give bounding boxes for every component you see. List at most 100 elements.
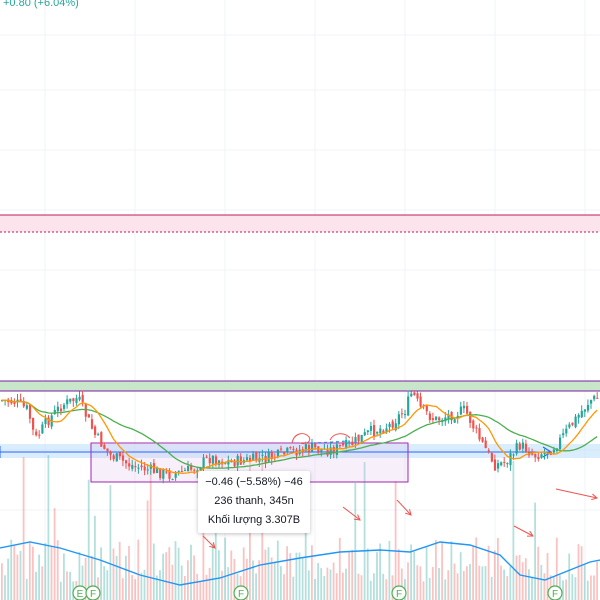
candle-body	[568, 424, 571, 428]
volume-bar	[456, 573, 459, 600]
volume-bar	[165, 552, 168, 600]
volume-bar	[574, 577, 577, 600]
candle-body	[469, 411, 472, 423]
candle-body	[205, 456, 208, 458]
candle-body	[162, 469, 165, 479]
volume-bar	[363, 462, 366, 600]
hand-drawn-annotations	[291, 433, 351, 444]
volume-bar	[419, 566, 422, 600]
candle-body	[32, 417, 35, 430]
candle-body	[431, 418, 435, 420]
volume-bar	[512, 460, 515, 600]
volume-bar	[500, 565, 502, 600]
volume-bar	[267, 547, 270, 600]
volume-bar	[515, 555, 518, 600]
volume-bar	[562, 580, 564, 600]
candle-body	[515, 443, 518, 454]
volume-bar	[580, 546, 583, 600]
red-arrow-head-icon	[209, 542, 216, 549]
volume-bar	[211, 543, 214, 600]
candle-body	[156, 468, 159, 474]
volume-bar	[537, 546, 540, 600]
volume-bar	[187, 560, 189, 600]
volume-bar	[323, 575, 326, 600]
candle-body	[233, 460, 236, 467]
event-marker-label: F	[238, 589, 244, 600]
candle-body	[261, 454, 264, 456]
volume-bar	[146, 500, 149, 600]
volume-bar	[38, 554, 40, 600]
volume-bar	[221, 570, 223, 600]
candle-body	[590, 400, 593, 404]
volume-bar	[156, 575, 158, 600]
volume-bar	[199, 581, 202, 600]
candle-body	[109, 452, 112, 455]
volume-bar	[379, 543, 381, 600]
candle-body	[537, 456, 540, 459]
volume-bar	[484, 566, 487, 600]
candle-body	[503, 461, 506, 463]
candle-body	[267, 452, 270, 462]
candle-body	[311, 443, 314, 452]
candle-body	[301, 449, 304, 451]
volume-bar	[171, 564, 174, 600]
candle-body	[193, 469, 196, 471]
volume-bar	[134, 579, 137, 600]
candle-body	[534, 454, 537, 458]
event-marker-circle-icon	[391, 585, 407, 600]
volume-bar	[357, 573, 360, 600]
candle-body	[320, 448, 323, 452]
candle-body	[369, 426, 373, 431]
volume-bar	[531, 576, 533, 600]
candle-body	[357, 434, 360, 442]
candle-body	[577, 414, 580, 418]
volume-bar	[447, 570, 450, 600]
candle-body	[180, 471, 183, 473]
volume-bar	[59, 581, 62, 600]
measure-volume-text: Khối lượng 3.307B	[207, 514, 301, 526]
candle-body	[118, 452, 121, 457]
volume-bar	[438, 568, 440, 600]
top-zone	[0, 381, 600, 391]
candle-body	[38, 434, 41, 436]
volume-bar	[444, 579, 447, 600]
candle-body	[521, 442, 524, 449]
candle-body	[252, 453, 255, 461]
volume-bar	[53, 508, 56, 600]
candle-body	[363, 432, 366, 436]
volume-bar	[252, 560, 254, 600]
candle-body	[81, 395, 84, 403]
candle-body	[199, 467, 202, 470]
candle-body	[103, 444, 106, 449]
event-marker-circle-icon	[85, 585, 101, 600]
candle-body	[115, 453, 118, 462]
volume-bar	[503, 569, 505, 600]
volume-bar	[50, 545, 53, 600]
candle-body	[419, 396, 422, 407]
candle-body	[25, 405, 28, 409]
candle-body	[134, 466, 137, 468]
volume-bar	[416, 565, 419, 600]
candle-body	[211, 455, 214, 464]
doodle-dashed	[311, 440, 351, 444]
candle-body	[283, 451, 286, 455]
volume-bar	[577, 544, 580, 600]
volume-bar	[100, 547, 102, 600]
volume-bar	[518, 555, 521, 600]
candle-body	[35, 431, 38, 436]
candle-body	[47, 417, 50, 425]
measure-bars-text: 236 thanh, 345n	[214, 495, 294, 507]
volume-bar	[534, 502, 536, 600]
candle-body	[236, 455, 239, 466]
volume-bar	[258, 560, 261, 600]
volume-bar	[391, 575, 394, 600]
candle-body	[462, 405, 466, 409]
volume-bar	[4, 575, 6, 600]
volume-bar	[462, 571, 465, 600]
volume-bar	[177, 547, 180, 600]
candle-body	[400, 413, 404, 415]
red-arrow-icon	[342, 506, 361, 521]
